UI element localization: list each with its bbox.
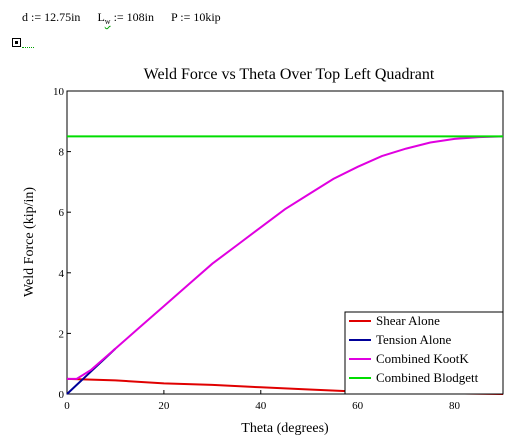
legend-label-combined-blodgett: Combined Blodgett xyxy=(376,370,479,385)
y-axis-ticks: 0 2 4 6 8 10 xyxy=(53,86,71,401)
legend-label-combined-kootk: Combined KootK xyxy=(376,351,469,366)
x-tick-label: 60 xyxy=(352,400,364,412)
y-tick-label: 8 xyxy=(59,147,65,159)
definition-lw-value: := 108in xyxy=(113,10,154,24)
region-marker-underline xyxy=(22,43,34,48)
x-tick-label: 40 xyxy=(255,400,267,412)
y-tick-label: 10 xyxy=(53,86,65,98)
y-axis-label: Weld Force (kip/in) xyxy=(22,187,37,297)
definition-lw-name: L xyxy=(97,10,105,24)
x-tick-label: 0 xyxy=(64,400,70,412)
y-tick-label: 0 xyxy=(59,389,65,401)
y-tick-label: 4 xyxy=(59,268,65,280)
plot-frame xyxy=(66,90,504,395)
legend-label-shear-alone: Shear Alone xyxy=(376,313,440,328)
definition-p[interactable]: P := 10kip xyxy=(171,10,221,24)
x-tick-label: 20 xyxy=(158,400,170,412)
y-tick-label: 2 xyxy=(59,328,65,340)
collapsed-region-icon[interactable] xyxy=(12,38,21,47)
chart-title: Weld Force vs Theta Over Top Left Quadra… xyxy=(144,66,435,83)
variable-definitions: d := 12.75in Lw := 108in P := 10kip xyxy=(22,10,235,26)
legend-box xyxy=(344,311,504,395)
definition-lw-subscript: w xyxy=(104,17,111,26)
chart-legend: Shear Alone Tension Alone Combined KootK Co… xyxy=(344,311,504,395)
legend-label-tension-alone: Tension Alone xyxy=(376,332,452,347)
definition-lw[interactable]: Lw := 108in xyxy=(97,10,154,26)
series-line-combined-kootk xyxy=(67,135,504,380)
x-axis-label: Theta (degrees) xyxy=(241,421,329,436)
definition-d[interactable]: d := 12.75in xyxy=(22,10,81,24)
x-tick-label: 80 xyxy=(449,400,461,412)
y-tick-label: 6 xyxy=(59,207,65,219)
